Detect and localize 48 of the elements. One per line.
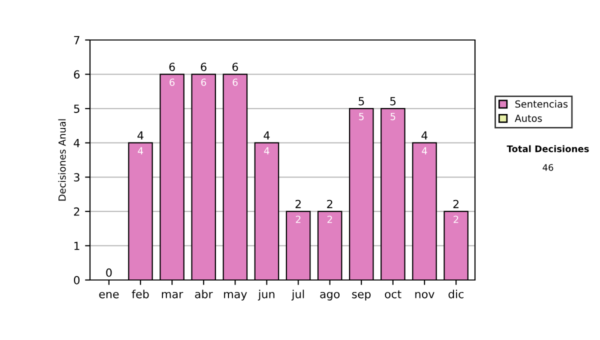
- x-tick-label: nov: [415, 292, 434, 298]
- x-tick-label: may: [224, 292, 247, 300]
- data-label: 2: [327, 216, 332, 223]
- legend-label: Autos: [514, 114, 542, 122]
- x-tick-label: jun: [258, 290, 274, 300]
- data-label: 4: [422, 147, 428, 154]
- x-tick-label: mar: [162, 292, 184, 298]
- y-axis-title: Decisiones Anual: [58, 119, 66, 201]
- total-label: 0: [106, 268, 112, 277]
- total-label: 4: [422, 131, 428, 140]
- data-label: 5: [390, 112, 396, 120]
- x-tick-label: ago: [320, 292, 340, 300]
- y-tick-label: 1: [74, 242, 80, 250]
- total-label: 4: [138, 131, 144, 140]
- x-tick-label: abr: [195, 290, 213, 298]
- y-tick-label: 2: [74, 207, 80, 216]
- data-label: 6: [232, 78, 238, 86]
- y-tick-label: 7: [74, 36, 80, 44]
- y-tick-label: 0: [74, 276, 80, 284]
- data-label: 2: [454, 216, 458, 223]
- total-label: 5: [390, 97, 396, 106]
- x-tick-label: jul: [291, 290, 304, 300]
- total-label: 2: [327, 200, 332, 208]
- data-label: 6: [170, 78, 175, 86]
- x-tick-label: oct: [384, 290, 402, 298]
- total-label: 6: [232, 62, 238, 72]
- data-label: 2: [296, 216, 300, 223]
- total-label: 2: [453, 200, 458, 208]
- text: 46: [542, 164, 554, 171]
- legend-label: Sentencias: [515, 100, 568, 108]
- data-label: 5: [359, 112, 364, 120]
- data-label: 6: [201, 78, 206, 86]
- total-label: 5: [358, 97, 364, 106]
- y-tick-label: 6: [74, 70, 80, 79]
- total-label: 6: [200, 62, 206, 72]
- total-label: 6: [169, 62, 175, 72]
- text: Total Decisiones: [506, 145, 589, 152]
- data-label: 4: [138, 147, 144, 154]
- y-tick-label: 5: [74, 104, 80, 113]
- total-label: 2: [296, 200, 301, 208]
- x-tick-label: dic: [448, 290, 464, 298]
- y-tick-label: 3: [74, 173, 80, 182]
- data-label: 4: [264, 147, 270, 154]
- x-tick-label: ene: [99, 292, 119, 298]
- x-tick-label: feb: [132, 290, 149, 298]
- x-tick-label: sep: [352, 292, 371, 300]
- y-tick-label: 4: [74, 138, 80, 148]
- total-label: 4: [264, 131, 270, 140]
